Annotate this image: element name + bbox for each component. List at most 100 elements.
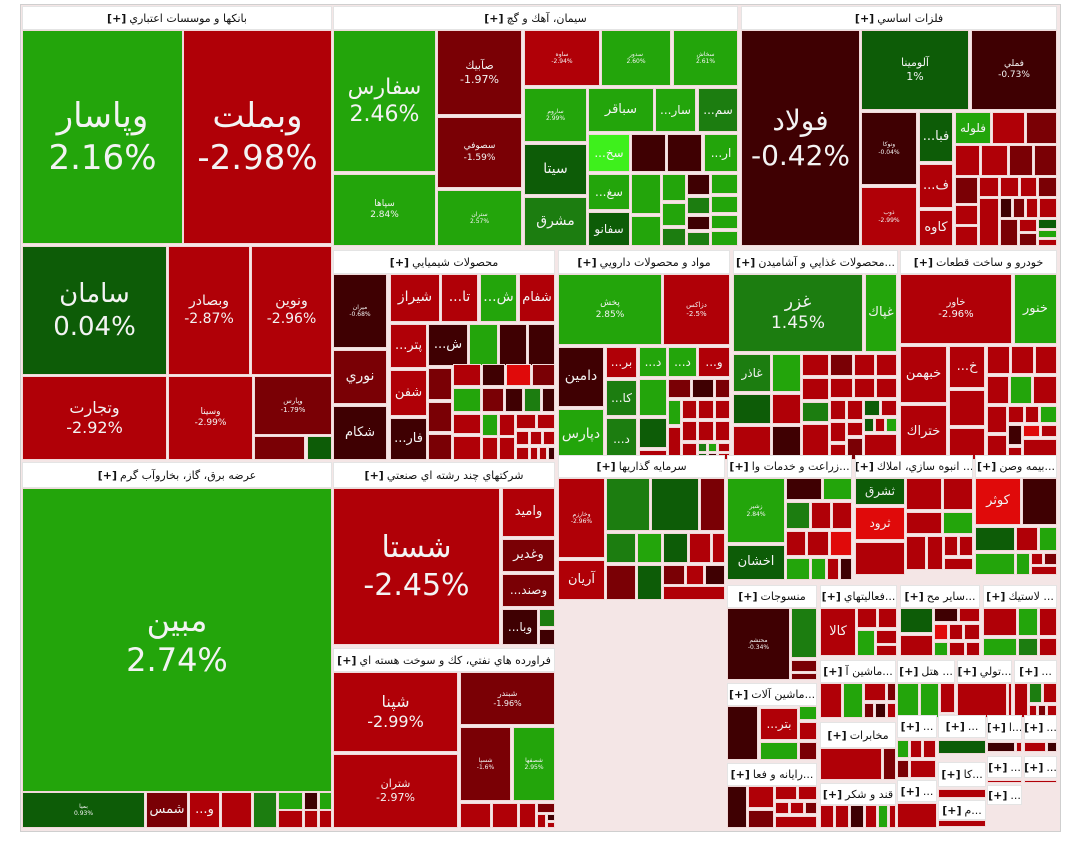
stock-tile[interactable] [786, 531, 806, 556]
stock-tile[interactable]: خاور -2.96% [900, 274, 1012, 344]
stock-tile[interactable] [662, 174, 686, 201]
stock-tile[interactable] [827, 558, 839, 580]
stock-tile[interactable]: ...خ [949, 346, 985, 388]
stock-tile[interactable]: واميد [502, 488, 555, 537]
stock-tile[interactable]: پخش 2.85% [558, 274, 662, 345]
stock-tile[interactable]: ...و [189, 792, 220, 828]
stock-tile[interactable] [663, 565, 685, 585]
stock-tile[interactable] [1022, 478, 1057, 525]
stock-tile[interactable]: ...وصند [502, 574, 555, 607]
stock-tile[interactable] [727, 706, 758, 760]
expand-sector-button[interactable]: [+] [729, 460, 749, 473]
stock-tile[interactable]: ميران -0.68% [333, 274, 387, 348]
stock-tile[interactable] [319, 810, 332, 828]
stock-tile[interactable] [532, 364, 555, 386]
stock-tile[interactable] [1016, 527, 1038, 551]
stock-tile[interactable] [428, 434, 452, 460]
stock-tile[interactable] [460, 803, 491, 828]
stock-tile[interactable]: ...ش [428, 324, 468, 366]
stock-tile[interactable] [983, 638, 1017, 656]
stock-tile[interactable] [820, 748, 882, 780]
stock-tile[interactable] [772, 354, 801, 392]
stock-tile[interactable]: مبين 2.74% [22, 488, 332, 792]
sector-header[interactable]: ...بيمه وصن [+] [975, 455, 1057, 478]
stock-tile[interactable] [715, 421, 730, 441]
stock-tile[interactable] [876, 354, 897, 376]
stock-tile[interactable] [1026, 198, 1038, 218]
stock-tile[interactable] [1034, 145, 1057, 176]
expand-sector-button[interactable]: [+] [1024, 721, 1044, 734]
stock-tile[interactable] [897, 740, 909, 758]
sector-header[interactable]: مواد و محصولات دارويي [+] [558, 250, 730, 274]
sector-header[interactable]: قند و شكر [+] [820, 783, 896, 805]
stock-tile[interactable]: وپاسار 2.16% [22, 30, 183, 244]
sector-header[interactable]: ... [+] [1024, 756, 1057, 778]
stock-tile[interactable]: ...د [606, 418, 637, 460]
stock-tile[interactable]: ...ش [480, 274, 517, 322]
stock-tile[interactable] [944, 536, 958, 556]
stock-tile[interactable] [1024, 742, 1046, 752]
stock-tile[interactable]: سدور 2.60% [601, 30, 671, 86]
stock-tile[interactable] [811, 558, 826, 580]
stock-tile[interactable] [799, 706, 817, 720]
stock-tile[interactable] [791, 608, 817, 658]
stock-tile[interactable] [1024, 780, 1057, 783]
stock-tile[interactable] [637, 565, 662, 600]
stock-tile[interactable] [1013, 198, 1025, 218]
stock-tile[interactable]: ثشرق [855, 478, 905, 505]
stock-tile[interactable] [943, 478, 973, 510]
stock-tile[interactable] [304, 810, 318, 828]
stock-tile[interactable] [537, 803, 555, 813]
stock-tile[interactable] [687, 232, 710, 246]
expand-sector-button[interactable]: [+] [107, 11, 127, 25]
expand-sector-button[interactable]: [+] [738, 590, 758, 603]
sector-header[interactable]: ... [+] [897, 715, 937, 738]
stock-tile[interactable] [1023, 425, 1040, 437]
stock-tile[interactable]: آريان [558, 560, 605, 600]
stock-tile[interactable]: بميا 0.93% [22, 792, 145, 828]
stock-tile[interactable]: اخشان [727, 545, 785, 580]
stock-tile[interactable]: آلومينا 1% [861, 30, 969, 110]
stock-tile[interactable] [949, 624, 963, 640]
stock-tile[interactable] [453, 414, 481, 434]
stock-tile[interactable] [790, 802, 804, 814]
stock-tile[interactable] [651, 478, 699, 531]
stock-tile[interactable] [786, 558, 810, 580]
sector-header[interactable]: ...ماشين آلات [+] [727, 683, 817, 706]
stock-tile[interactable] [786, 502, 810, 529]
sector-header[interactable]: ... لاستيك [+] [983, 585, 1057, 608]
stock-tile[interactable]: وتجارت -2.92% [22, 376, 167, 460]
stock-tile[interactable]: ثرود [855, 507, 905, 540]
stock-tile[interactable] [938, 740, 986, 754]
stock-tile[interactable]: ...بتر [760, 708, 798, 740]
stock-tile[interactable] [1018, 608, 1038, 636]
stock-tile[interactable]: غاذر [733, 354, 771, 392]
stock-tile[interactable] [934, 608, 958, 622]
stock-tile[interactable] [791, 660, 817, 672]
stock-tile[interactable] [1009, 145, 1033, 176]
sector-header[interactable]: منسوجات [+] [727, 585, 817, 608]
stock-tile[interactable]: شصفها 2.95% [513, 727, 555, 801]
stock-tile[interactable] [453, 364, 481, 386]
stock-tile[interactable] [1019, 219, 1037, 232]
stock-tile[interactable] [687, 197, 710, 214]
stock-tile[interactable] [955, 226, 978, 246]
stock-tile[interactable] [799, 722, 817, 740]
stock-tile[interactable] [940, 683, 955, 713]
expand-sector-button[interactable]: [+] [1024, 760, 1044, 774]
stock-tile[interactable]: دامين [558, 347, 604, 407]
stock-tile[interactable] [1016, 742, 1022, 752]
stock-tile[interactable] [887, 683, 896, 701]
expand-sector-button[interactable]: [+] [389, 255, 410, 269]
stock-tile[interactable] [698, 421, 714, 441]
stock-tile[interactable]: سباقر [588, 88, 654, 132]
stock-tile[interactable] [499, 437, 515, 460]
stock-tile[interactable] [920, 683, 939, 718]
stock-tile[interactable] [319, 792, 332, 810]
stock-tile[interactable]: خبهمن [900, 346, 947, 403]
stock-tile[interactable]: فلوله [955, 112, 991, 144]
sector-header[interactable]: ... انبوه سازي، املاك [+] [855, 455, 973, 478]
stock-tile[interactable]: شبندر -1.96% [460, 672, 555, 725]
stock-tile[interactable] [304, 792, 318, 810]
stock-tile[interactable] [987, 742, 1015, 752]
